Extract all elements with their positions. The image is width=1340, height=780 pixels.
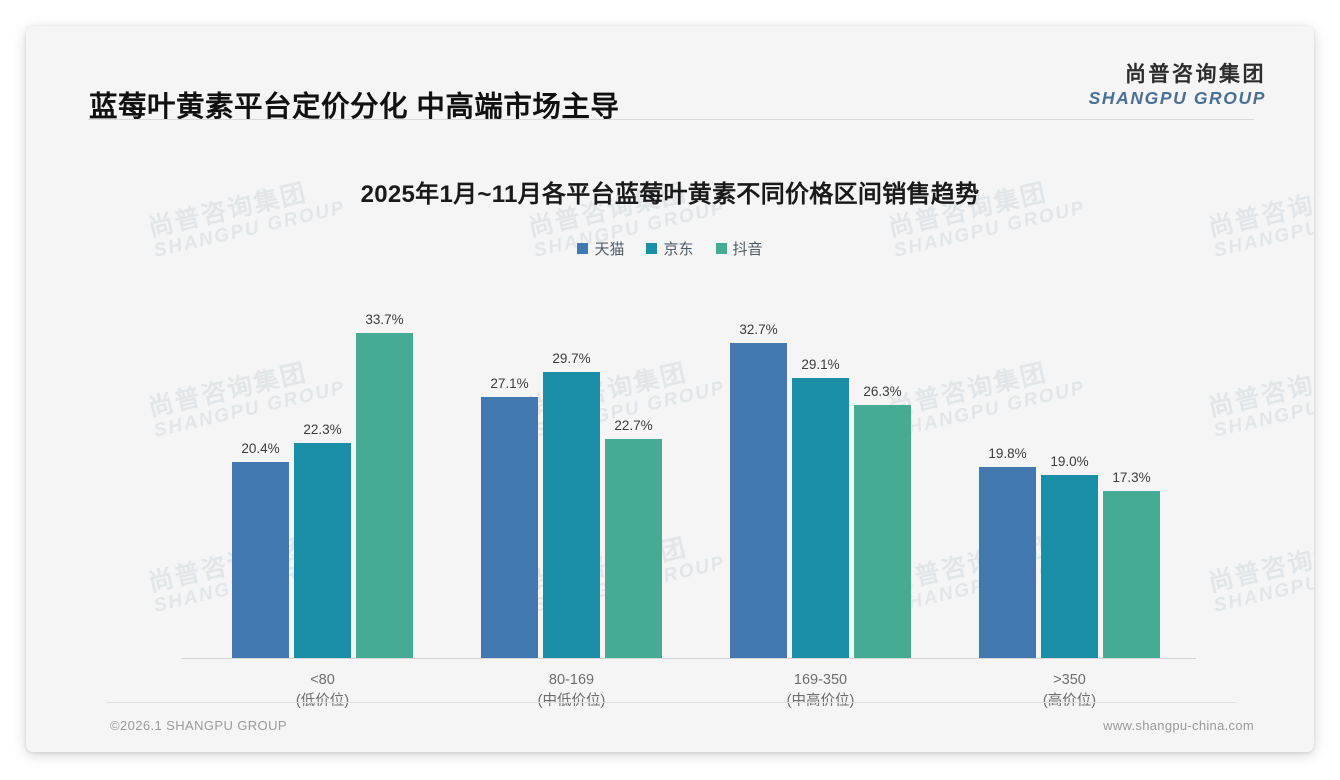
legend-swatch-icon: [577, 243, 589, 254]
brand-logo-cn: 尚普咨询集团: [1125, 63, 1266, 86]
legend-label: 天猫: [594, 241, 625, 258]
footer-website: www.shangpu-china.com: [1103, 718, 1254, 733]
bar-京东-169-350[interactable]: [792, 377, 849, 658]
page-title: 蓝莓叶黄素平台定价分化 中高端市场主导: [89, 91, 620, 123]
footer-divider: [106, 702, 1236, 703]
x-axis-label-range: >350: [1053, 672, 1086, 688]
footer-copyright: ©2026.1 SHANGPU GROUP: [110, 718, 287, 733]
bar-抖音-80-169[interactable]: [605, 439, 662, 658]
legend-swatch-icon: [646, 243, 658, 254]
chart-plot-area: 20.4% 22.3% 33.7% <80 (低价位) 27.1% 29.7% 22.7% 80…: [26, 26, 1314, 752]
bar-value-label: 32.7%: [739, 322, 778, 338]
bar-value-label: 19.0%: [1050, 454, 1089, 470]
x-axis-label-169-350: 169-350 (中高价位): [711, 670, 931, 712]
brand-logo: 尚普咨询集团 SHANGPU GROUP: [1089, 64, 1266, 108]
legend-label: 抖音: [732, 241, 763, 258]
legend-swatch-icon: [715, 243, 727, 254]
slide-card: 尚普咨询集团 SHANGPU GROUP 尚普咨询集团 SHANGPU GROUP 尚普…: [26, 26, 1314, 752]
chart-legend: 天猫 京东 抖音: [26, 238, 1314, 259]
bar-value-label: 17.3%: [1112, 470, 1151, 486]
x-axis-label-range: 80-169: [548, 672, 595, 688]
bar-天猫->350[interactable]: [979, 467, 1036, 658]
bar-天猫-80-169[interactable]: [481, 397, 538, 658]
legend-label: 京东: [663, 241, 694, 258]
x-axis-label-tier: (低价位): [295, 693, 350, 710]
bar-抖音-<80[interactable]: [356, 333, 413, 658]
slide-header: 蓝莓叶黄素平台定价分化 中高端市场主导 尚普咨询集团 SHANGPU GROUP: [26, 26, 1314, 123]
bar-value-label: 22.7%: [614, 418, 653, 434]
bar-京东-80-169[interactable]: [543, 371, 600, 658]
legend-item-京东[interactable]: 京东: [646, 238, 694, 259]
bar-京东->350[interactable]: [1041, 475, 1098, 658]
x-axis-label->350: >350 (高价位): [960, 670, 1180, 712]
x-axis-label-tier: (中高价位): [786, 693, 855, 710]
header-divider: [88, 119, 1254, 120]
bar-抖音->350[interactable]: [1103, 491, 1160, 658]
bar-value-label: 22.3%: [303, 422, 342, 438]
x-axis-line: [181, 658, 1196, 659]
x-axis-label-tier: (高价位): [1042, 693, 1097, 710]
bar-value-label: 26.3%: [863, 383, 902, 399]
bar-京东-<80[interactable]: [294, 443, 351, 658]
bar-value-label: 33.7%: [365, 312, 404, 328]
x-axis-label-80-169: 80-169 (中低价位): [462, 670, 682, 712]
legend-item-抖音[interactable]: 抖音: [715, 238, 763, 259]
brand-logo-en: SHANGPU GROUP: [1088, 88, 1266, 108]
bar-value-label: 29.7%: [552, 350, 591, 366]
legend-item-天猫[interactable]: 天猫: [577, 238, 624, 259]
bar-抖音-169-350[interactable]: [854, 404, 911, 658]
x-axis-label-tier: (中低价位): [537, 693, 606, 710]
bar-天猫-169-350[interactable]: [730, 343, 787, 658]
bar-value-label: 27.1%: [490, 376, 529, 392]
x-axis-label-range: 169-350: [793, 672, 848, 688]
x-axis-label-range: <80: [310, 672, 335, 688]
x-axis-label-<80: <80 (低价位): [213, 670, 433, 712]
bar-value-label: 19.8%: [988, 446, 1027, 462]
bar-天猫-<80[interactable]: [232, 461, 289, 658]
bar-value-label: 29.1%: [801, 356, 840, 372]
chart-title: 2025年1月~11月各平台蓝莓叶黄素不同价格区间销售趋势: [360, 181, 980, 208]
bar-value-label: 20.4%: [241, 440, 280, 456]
